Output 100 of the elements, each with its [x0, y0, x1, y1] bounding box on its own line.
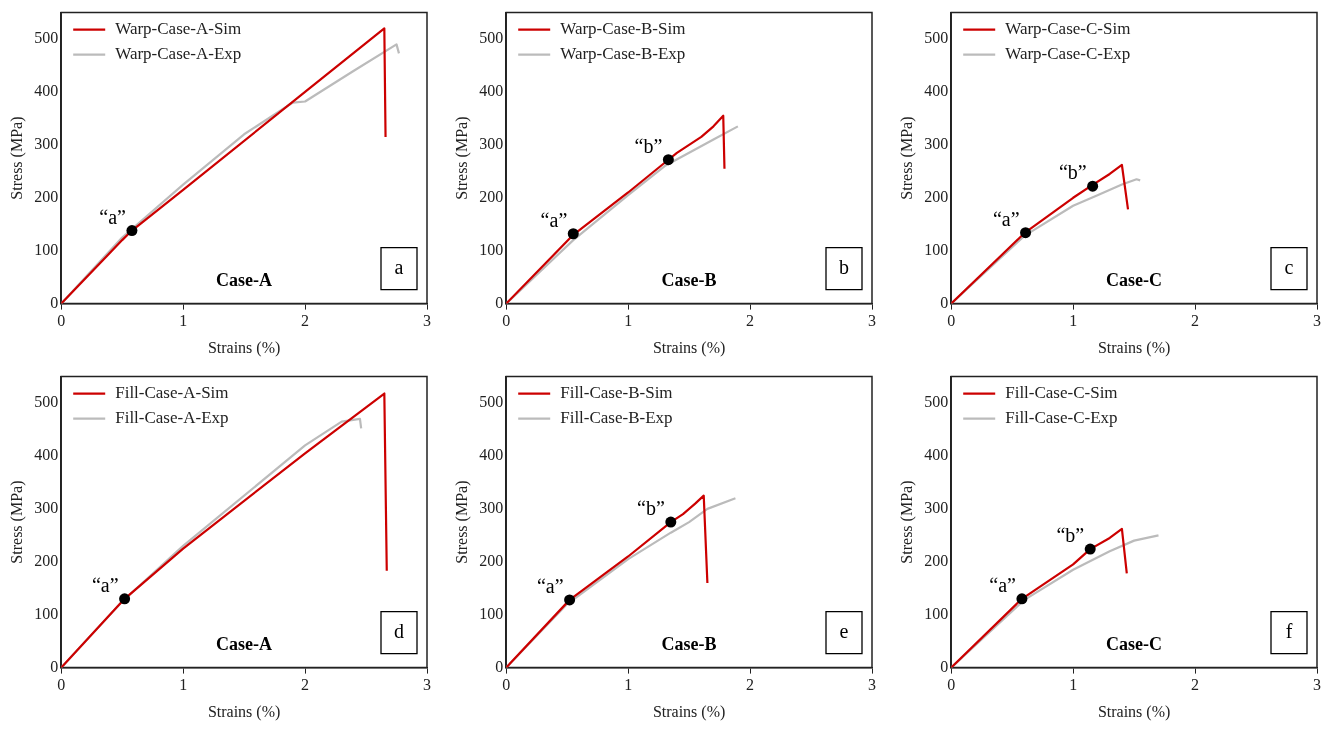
y-tick-label: 500: [924, 29, 949, 47]
y-tick-label: 300: [479, 135, 504, 153]
annotation: Case-A: [216, 270, 273, 291]
y-tick-label: 200: [479, 187, 504, 205]
annotation: e: [839, 619, 849, 642]
y-tick-label: 0: [50, 657, 59, 675]
y-tick-label: 500: [479, 29, 504, 47]
x-tick-label: 3: [1313, 676, 1321, 694]
x-tick-label: 1: [179, 312, 188, 330]
annotation: Case-B: [661, 634, 717, 655]
annotation: Case-C: [1106, 634, 1163, 655]
annotation: f: [1285, 619, 1293, 642]
annotation: “b”: [1056, 524, 1085, 547]
legend-label: Fill-Case-B-Exp: [560, 408, 673, 428]
x-tick-label: 1: [179, 676, 188, 694]
y-tick-label: 400: [924, 82, 949, 100]
y-tick-label: 400: [34, 446, 59, 464]
y-tick-label: 400: [479, 82, 504, 100]
annotation: Case-C: [1106, 270, 1163, 291]
annotation: “b”: [634, 134, 663, 157]
y-tick-label: 400: [479, 446, 504, 464]
y-tick-label: 0: [940, 657, 949, 675]
x-tick-label: 1: [1069, 312, 1078, 330]
y-axis-title: Stress (MPa): [452, 480, 471, 564]
annotation: a: [394, 255, 404, 278]
x-tick-label: 2: [1191, 676, 1200, 694]
x-tick-label: 2: [301, 676, 310, 694]
x-tick-label: 2: [746, 312, 755, 330]
legend-label: Warp-Case-B-Sim: [560, 19, 686, 39]
y-tick-label: 100: [924, 604, 949, 622]
y-tick-label: 0: [940, 293, 949, 311]
x-axis-title: Strains (%): [1097, 702, 1171, 721]
annotation: “b”: [637, 497, 665, 520]
legend-label: Warp-Case-A-Exp: [115, 44, 242, 64]
y-tick-label: 400: [34, 82, 59, 100]
y-axis-title: Stress (MPa): [452, 116, 471, 200]
x-tick-label: 3: [423, 676, 431, 694]
x-tick-label: 1: [624, 312, 633, 330]
x-axis-title: Strains (%): [652, 702, 726, 721]
y-tick-label: 200: [924, 551, 949, 569]
y-tick-label: 100: [479, 604, 504, 622]
annotation: b: [839, 255, 849, 278]
legend-label: Warp-Case-C-Exp: [1005, 44, 1131, 64]
x-axis-title: Strains (%): [652, 338, 726, 357]
y-tick-label: 0: [495, 293, 504, 311]
y-tick-label: 100: [924, 240, 949, 258]
annotation: “a”: [540, 209, 568, 232]
x-axis-title: Strains (%): [1097, 338, 1171, 357]
x-tick-label: 3: [868, 676, 876, 694]
y-tick-label: 100: [34, 604, 59, 622]
annotation: “a”: [91, 574, 119, 597]
y-tick-label: 500: [479, 393, 504, 411]
annotation: “a”: [536, 575, 564, 598]
y-tick-label: 100: [479, 240, 504, 258]
y-tick-label: 300: [479, 499, 504, 517]
y-tick-label: 300: [924, 135, 949, 153]
y-tick-label: 500: [34, 29, 59, 47]
x-tick-label: 3: [423, 312, 431, 330]
x-tick-label: 3: [868, 312, 876, 330]
legend-label: Fill-Case-A-Exp: [115, 408, 229, 428]
y-tick-label: 100: [34, 240, 59, 258]
y-tick-label: 300: [34, 135, 59, 153]
legend-label: Warp-Case-A-Sim: [115, 19, 242, 39]
y-tick-label: 200: [924, 187, 949, 205]
y-tick-label: 300: [924, 499, 949, 517]
x-tick-label: 2: [1191, 312, 1200, 330]
x-tick-label: 1: [624, 676, 633, 694]
y-tick-label: 0: [495, 657, 504, 675]
legend-label: Fill-Case-C-Sim: [1005, 383, 1118, 403]
legend-label: Fill-Case-A-Sim: [115, 383, 229, 403]
x-tick-label: 3: [1313, 312, 1321, 330]
annotation: d: [394, 619, 404, 642]
y-tick-label: 200: [479, 551, 504, 569]
y-tick-label: 200: [34, 551, 59, 569]
y-axis-title: Stress (MPa): [897, 480, 916, 564]
y-axis-title: Stress (MPa): [897, 116, 916, 200]
annotation: “b”: [1058, 161, 1087, 184]
y-tick-label: 500: [34, 393, 59, 411]
x-tick-label: 2: [746, 676, 755, 694]
legend-label: Warp-Case-B-Exp: [560, 44, 686, 64]
annotation: c: [1284, 255, 1294, 278]
annotation: “a”: [989, 574, 1016, 597]
annotation: “a”: [99, 205, 126, 228]
x-tick-label: 1: [1069, 676, 1078, 694]
x-axis-title: Strains (%): [207, 702, 281, 721]
y-axis-title: Stress (MPa): [7, 480, 26, 564]
annotation: Case-B: [661, 270, 717, 291]
y-tick-label: 300: [34, 499, 59, 517]
y-tick-label: 500: [924, 393, 949, 411]
annotation: Case-A: [216, 634, 273, 655]
annotation: “a”: [992, 207, 1020, 230]
x-tick-label: 2: [301, 312, 310, 330]
y-axis-title: Stress (MPa): [7, 116, 26, 200]
legend-label: Fill-Case-C-Exp: [1005, 408, 1118, 428]
y-tick-label: 200: [34, 187, 59, 205]
legend-label: Warp-Case-C-Sim: [1005, 19, 1131, 39]
y-tick-label: 0: [50, 293, 59, 311]
y-tick-label: 400: [924, 446, 949, 464]
legend-label: Fill-Case-B-Sim: [560, 383, 673, 403]
x-axis-title: Strains (%): [207, 338, 281, 357]
